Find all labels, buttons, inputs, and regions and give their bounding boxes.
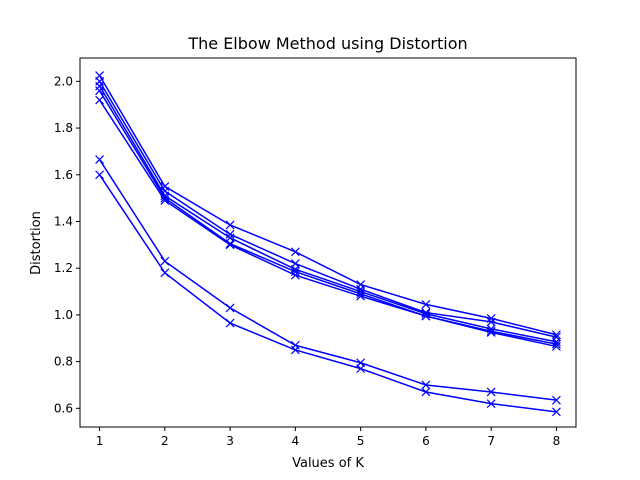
data-point-marker xyxy=(421,299,431,309)
plot-frame xyxy=(79,57,577,428)
data-point-marker xyxy=(551,342,561,351)
plot-area xyxy=(95,71,561,417)
data-point-marker xyxy=(160,256,170,266)
data-point-marker xyxy=(95,86,105,96)
series-line-1 xyxy=(98,75,557,336)
x-tick-label: 5 xyxy=(357,434,365,448)
y-tick-label: 1.4 xyxy=(54,214,73,228)
data-point-marker xyxy=(95,170,105,180)
y-tick-label: 0.8 xyxy=(54,355,73,369)
data-point-marker xyxy=(290,270,300,280)
x-tick-label: 4 xyxy=(292,434,300,448)
data-point-marker xyxy=(225,220,235,230)
axis-ticks: 1 2 3 4 5 6 7 8 0.6 0.8 1.0 1.2 1.4 1.6 1.8 2.0 xyxy=(54,74,560,448)
y-tick-label: 1.0 xyxy=(54,308,73,322)
data-point-marker xyxy=(356,364,366,374)
x-tick-label: 6 xyxy=(422,434,430,448)
data-point-marker xyxy=(551,395,561,405)
x-tick-label: 2 xyxy=(161,434,169,448)
data-point-marker xyxy=(486,387,496,397)
series-line-3 xyxy=(98,85,557,343)
data-point-marker xyxy=(486,317,496,327)
y-tick-label: 1.2 xyxy=(54,261,73,275)
series-line-7 xyxy=(98,174,557,413)
data-point-marker xyxy=(95,95,105,105)
series-line-6 xyxy=(98,159,557,401)
chart-title: The Elbow Method using Distortion xyxy=(187,34,467,53)
data-point-marker xyxy=(160,196,170,205)
y-tick-label: 1.6 xyxy=(54,168,73,182)
data-point-marker xyxy=(95,155,105,165)
y-tick-label: 0.6 xyxy=(54,401,73,415)
x-tick-label: 8 xyxy=(553,434,561,448)
data-point-marker xyxy=(421,387,431,397)
data-point-marker xyxy=(551,407,561,417)
data-point-marker xyxy=(421,311,431,321)
data-point-marker xyxy=(290,345,300,355)
data-point-marker xyxy=(356,291,366,301)
series-line-2 xyxy=(98,80,557,338)
data-point-marker xyxy=(486,327,496,337)
data-point-marker xyxy=(486,399,496,409)
series-line-4 xyxy=(98,90,557,345)
data-point-marker xyxy=(486,326,496,336)
x-tick-label: 1 xyxy=(96,434,104,448)
data-point-marker xyxy=(551,339,561,349)
y-axis-label: Distortion xyxy=(29,211,44,275)
data-point-marker xyxy=(290,247,300,257)
x-tick-label: 7 xyxy=(487,434,495,448)
data-point-marker xyxy=(421,380,431,390)
data-point-marker xyxy=(551,330,561,340)
data-point-marker xyxy=(225,318,235,328)
data-point-marker xyxy=(225,240,235,250)
data-point-marker xyxy=(225,303,235,313)
series-line-5 xyxy=(98,99,557,348)
y-tick-label: 2.0 xyxy=(54,74,73,88)
x-axis-label: Values of K xyxy=(292,456,364,471)
y-tick-label: 1.8 xyxy=(54,121,73,135)
data-point-marker xyxy=(160,268,170,278)
x-tick-label: 3 xyxy=(226,434,234,448)
